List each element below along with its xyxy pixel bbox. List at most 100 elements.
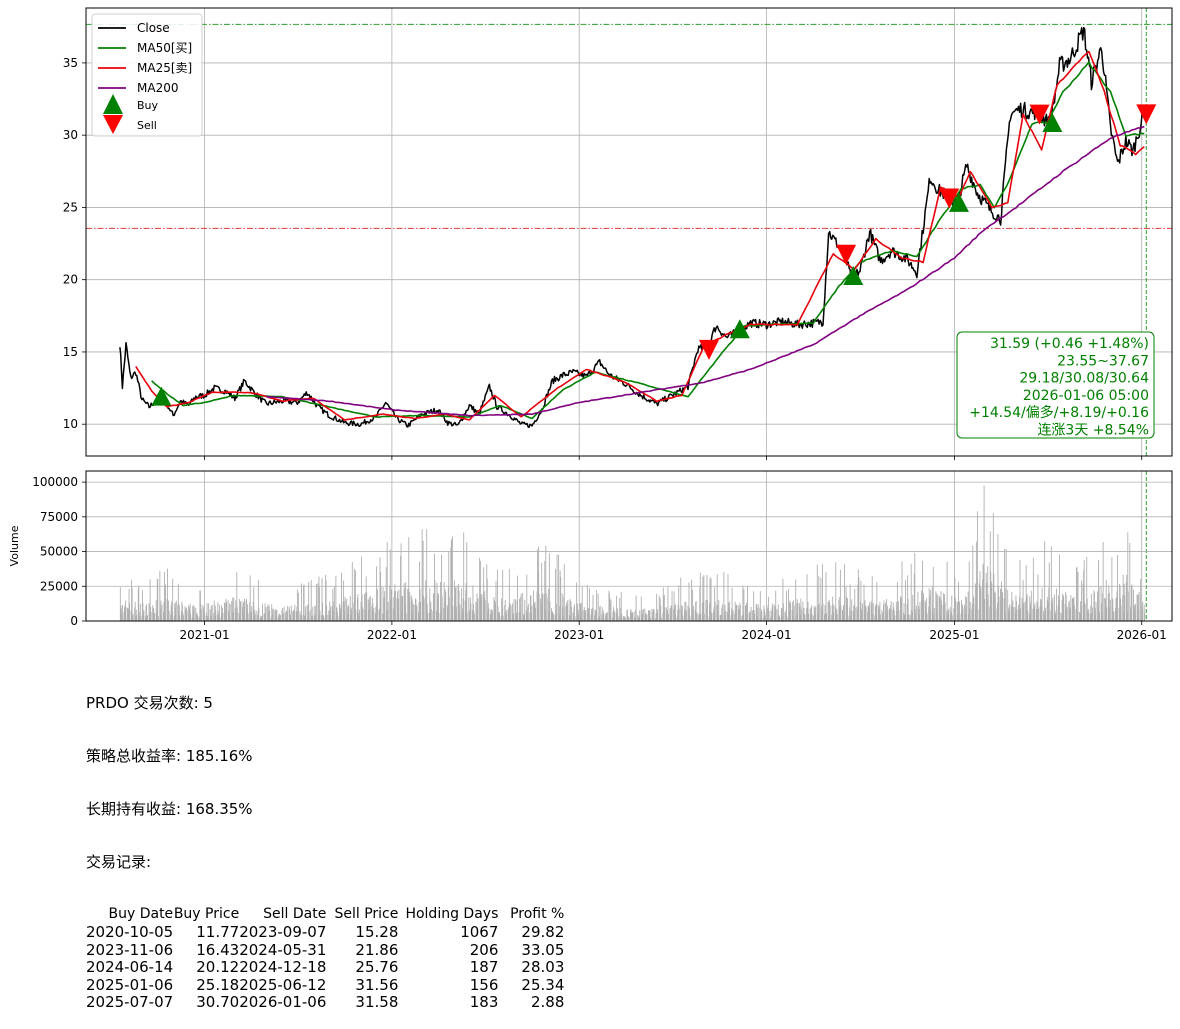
volume-bar [746, 603, 747, 621]
volume-bar [957, 581, 959, 621]
volume-bar [405, 613, 407, 621]
volume-tick-label-y: 50000 [40, 545, 78, 559]
x-tick-label: 2026-01 [1117, 628, 1167, 642]
volume-bar [390, 598, 392, 621]
volume-bar [678, 585, 680, 621]
volume-bar [192, 604, 194, 621]
trade-cell: 2025-07-07 [86, 993, 174, 1012]
volume-bar [408, 596, 410, 621]
volume-bar [627, 617, 629, 621]
volume-bar [871, 576, 873, 621]
volume-bar [220, 605, 222, 621]
volume-bar [264, 603, 266, 621]
volume-bar [282, 613, 284, 621]
volume-bar [749, 611, 751, 621]
volume-bar [603, 613, 605, 621]
volume-bar [650, 618, 651, 621]
volume-bar [741, 615, 743, 621]
volume-bar [276, 610, 278, 621]
volume-bar [739, 605, 741, 621]
volume-bar [979, 583, 980, 621]
volume-bar [821, 564, 823, 621]
volume-bar [146, 616, 148, 621]
volume-bar [444, 602, 446, 621]
volume-bar [1038, 608, 1039, 621]
volume-bar [666, 614, 668, 621]
volume-bar [613, 614, 615, 621]
volume-bar [946, 561, 948, 621]
volume-bar [508, 610, 510, 621]
volume-bar [1062, 594, 1064, 621]
volume-bar [637, 614, 639, 621]
volume-bar [1000, 588, 1002, 621]
volume-bar [850, 610, 852, 621]
volume-bar [1123, 583, 1125, 621]
volume-bar [341, 572, 342, 621]
volume-bar [566, 601, 568, 621]
volume-bar [1054, 610, 1056, 621]
volume-bar [569, 599, 571, 621]
volume-bar [1111, 600, 1113, 621]
annotation-line: 31.59 (+0.46 +1.48%) [990, 336, 1149, 352]
volume-bar [742, 585, 744, 621]
legend-label: Sell [137, 119, 157, 132]
volume-bar [1077, 572, 1079, 621]
volume-bar [1053, 594, 1055, 621]
volume-bar [355, 609, 357, 621]
volume-bar [616, 595, 618, 621]
volume-bar [511, 603, 513, 621]
volume-bar [728, 608, 730, 621]
volume-bar [283, 606, 285, 621]
volume-bar [976, 511, 978, 621]
volume-bar [718, 600, 720, 621]
trade-table: Buy Date Buy Price Sell Date Sell Price … [86, 906, 564, 1012]
x-tick-label: 2021-01 [179, 628, 229, 642]
volume-bar [282, 608, 283, 621]
volume-bar [1003, 598, 1005, 621]
volume-bar [513, 613, 514, 621]
volume-bar [915, 605, 917, 621]
volume-bar [1111, 557, 1113, 621]
volume-bar [541, 562, 543, 621]
volume-bar [456, 606, 457, 621]
volume-bar [703, 575, 705, 621]
volume-bar [483, 567, 485, 621]
volume-bar [289, 609, 291, 621]
volume-bar [1140, 605, 1142, 621]
volume-bar [1087, 610, 1089, 621]
volume-bar [655, 618, 657, 621]
price-tick-label-y: 35 [63, 56, 78, 70]
volume-bar [1011, 592, 1013, 621]
volume-bar [696, 612, 698, 621]
price-panel: 101520253035CloseMA50[买]MA25[卖]MA200BuyS… [63, 7, 1173, 460]
volume-bar [765, 615, 766, 621]
volume-bar [701, 603, 703, 621]
volume-bar [784, 611, 786, 621]
volume-bar [767, 617, 768, 621]
volume-bar [779, 617, 781, 621]
volume-bar [858, 577, 860, 621]
volume-bar [914, 613, 916, 621]
volume-bar [642, 609, 644, 621]
volume-bar [754, 614, 756, 621]
volume-bar [211, 616, 213, 621]
volume-bar [373, 608, 375, 621]
volume-bar [1015, 595, 1017, 621]
volume-bar [211, 604, 213, 621]
volume-bar [811, 614, 813, 621]
volume-bar [689, 608, 690, 621]
volume-bar [263, 613, 265, 621]
volume-bar [239, 601, 241, 621]
volume-bar [308, 611, 310, 621]
volume-bar [353, 568, 355, 621]
volume-bar [813, 615, 815, 621]
volume-bar [423, 598, 425, 621]
volume-bar [326, 605, 328, 621]
volume-bar [1044, 609, 1046, 621]
volume-bar [141, 615, 143, 621]
volume-bar [842, 611, 844, 621]
volume-bar [348, 606, 350, 621]
volume-bar [720, 615, 722, 621]
volume-bar [420, 601, 422, 621]
